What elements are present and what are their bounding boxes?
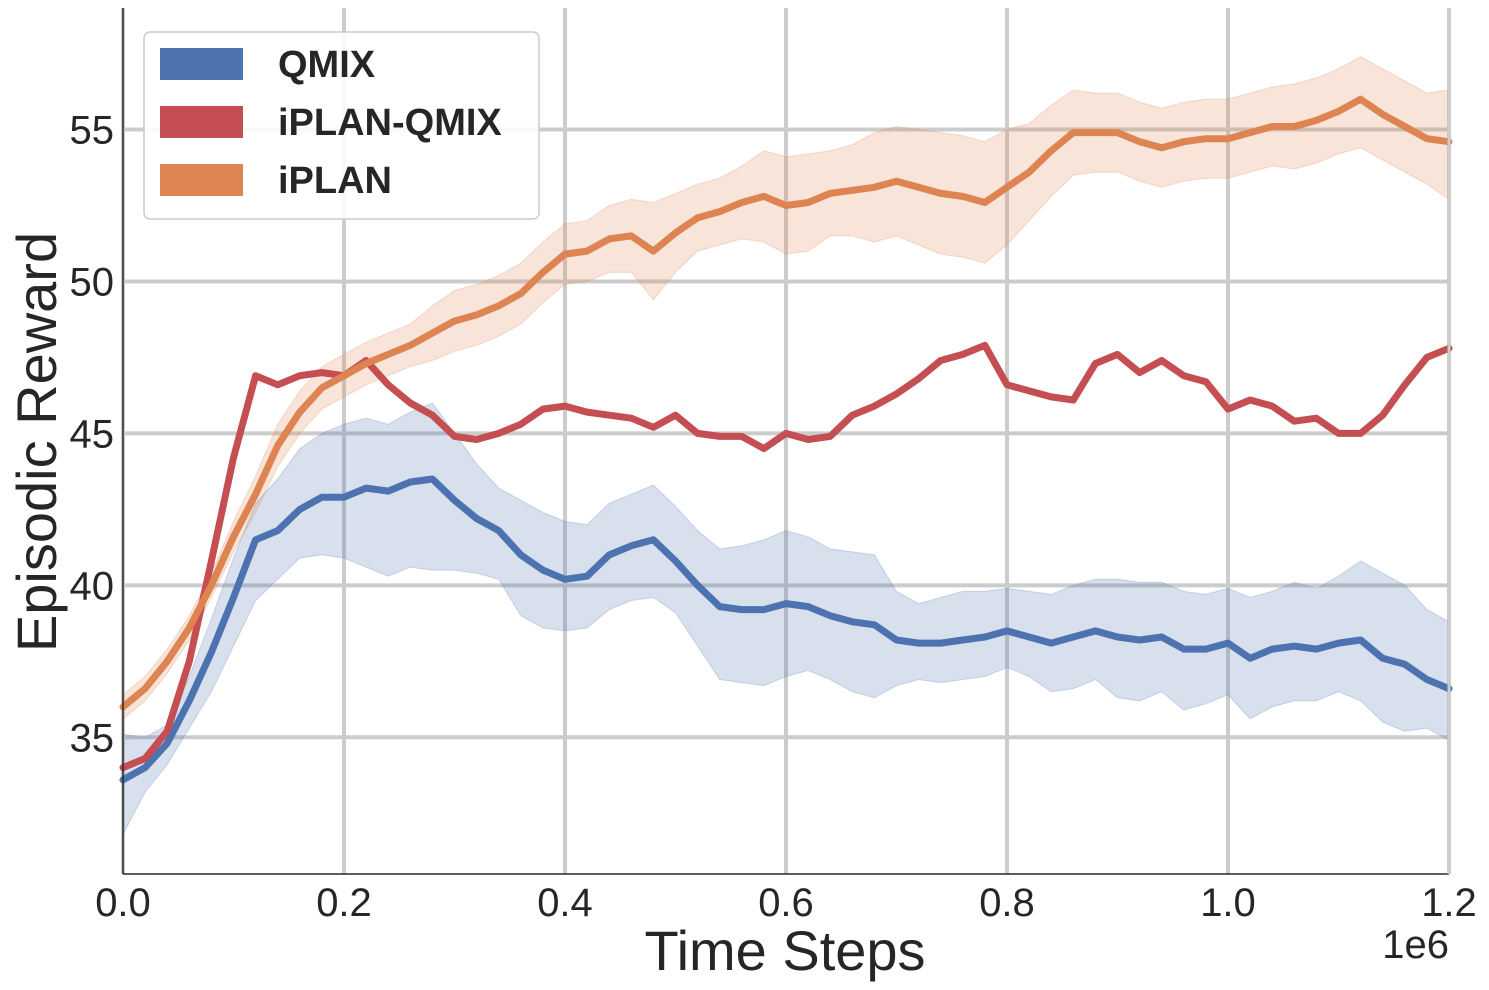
legend-label: iPLAN bbox=[278, 160, 392, 202]
legend-swatch bbox=[160, 164, 243, 196]
series-lines bbox=[119, 95, 1453, 784]
x-tick-label: 0.8 bbox=[979, 881, 1035, 925]
series-line-qmix bbox=[119, 475, 1453, 784]
legend-swatch bbox=[160, 48, 243, 80]
x-tick-label: 1.0 bbox=[1200, 881, 1256, 925]
legend: QMIX iPLAN-QMIX iPLAN bbox=[143, 31, 540, 220]
legend-label: iPLAN-QMIX bbox=[278, 102, 502, 144]
x-tick-label: 0.2 bbox=[316, 881, 372, 925]
x-tick-label: 1.2 bbox=[1421, 881, 1477, 925]
y-tick-label: 45 bbox=[70, 412, 115, 456]
axes bbox=[122, 8, 1451, 875]
y-tick-label: 35 bbox=[70, 716, 115, 760]
y-tick-label: 55 bbox=[70, 109, 115, 153]
y-tick-label: 40 bbox=[70, 564, 115, 608]
x-tick-label: 0.4 bbox=[537, 881, 593, 925]
x-tick-labels: 0.0 0.2 0.4 0.6 0.8 1.0 1.2 bbox=[95, 881, 1477, 925]
x-tick-label: 0.0 bbox=[95, 881, 151, 925]
legend-swatch bbox=[160, 106, 243, 138]
x-tick-label: 0.6 bbox=[758, 881, 814, 925]
series-line-iplan bbox=[119, 95, 1453, 711]
y-tick-label: 50 bbox=[70, 260, 115, 304]
x-axis-label: Time Steps bbox=[644, 919, 925, 982]
y-tick-labels: 35 40 45 50 55 bbox=[70, 109, 115, 761]
y-axis-label: Episodic Reward bbox=[5, 232, 68, 652]
legend-label: QMIX bbox=[278, 44, 376, 86]
x-offset-label: 1e6 bbox=[1382, 923, 1449, 967]
